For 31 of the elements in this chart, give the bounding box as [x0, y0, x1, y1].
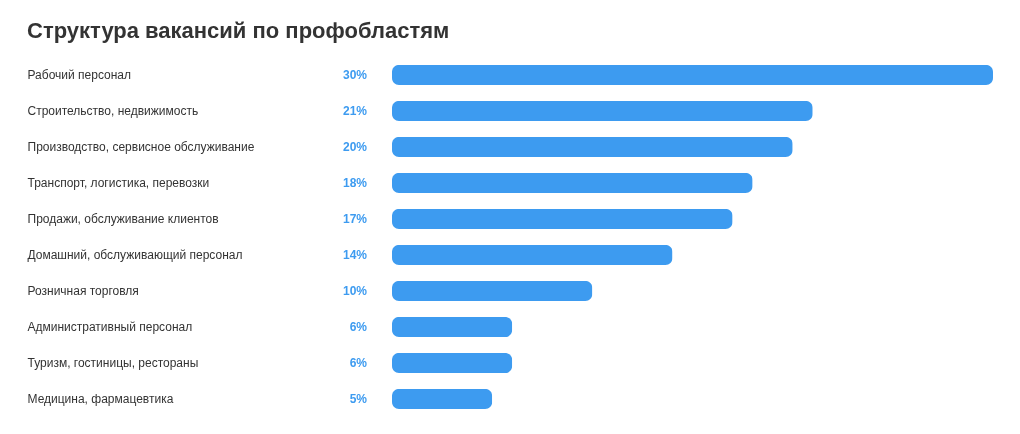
y-tick-label: Производство, сервисное обслуживание [27, 140, 255, 154]
y-tick-label: Административный персонал [27, 320, 193, 334]
bar [392, 280, 593, 302]
bar [392, 208, 733, 230]
y-tick-label: Транспорт, логистика, перевозки [27, 176, 210, 190]
chart-title: Структура вакансий по профобластям [27, 18, 450, 43]
data-label: 18% [342, 176, 368, 190]
data-label: 6% [349, 356, 368, 370]
bar [392, 172, 753, 194]
y-tick-label: Домашний, обслуживающий персонал [27, 248, 243, 262]
bar [392, 100, 813, 122]
y-tick-label: Туризм, гостиницы, рестораны [27, 356, 199, 370]
y-tick-label: Медицина, фармацевтика [27, 392, 174, 406]
data-label: 21% [342, 104, 368, 118]
data-label: 20% [342, 140, 368, 154]
bar [392, 352, 513, 374]
y-tick-label: Розничная торговля [27, 284, 139, 298]
bar [392, 244, 673, 266]
bar [392, 136, 793, 158]
data-label: 5% [349, 392, 368, 406]
data-label: 30% [342, 68, 368, 82]
data-label: 10% [342, 284, 368, 298]
y-tick-label: Строительство, недвижимость [27, 104, 199, 118]
bar [392, 388, 493, 410]
data-label: 17% [342, 212, 368, 226]
y-tick-label: Продажи, обслуживание клиентов [27, 212, 219, 226]
data-label: 6% [349, 320, 368, 334]
bar [392, 316, 513, 338]
bar [392, 64, 993, 86]
y-tick-label: Рабочий персонал [27, 68, 132, 82]
data-label: 14% [342, 248, 368, 262]
